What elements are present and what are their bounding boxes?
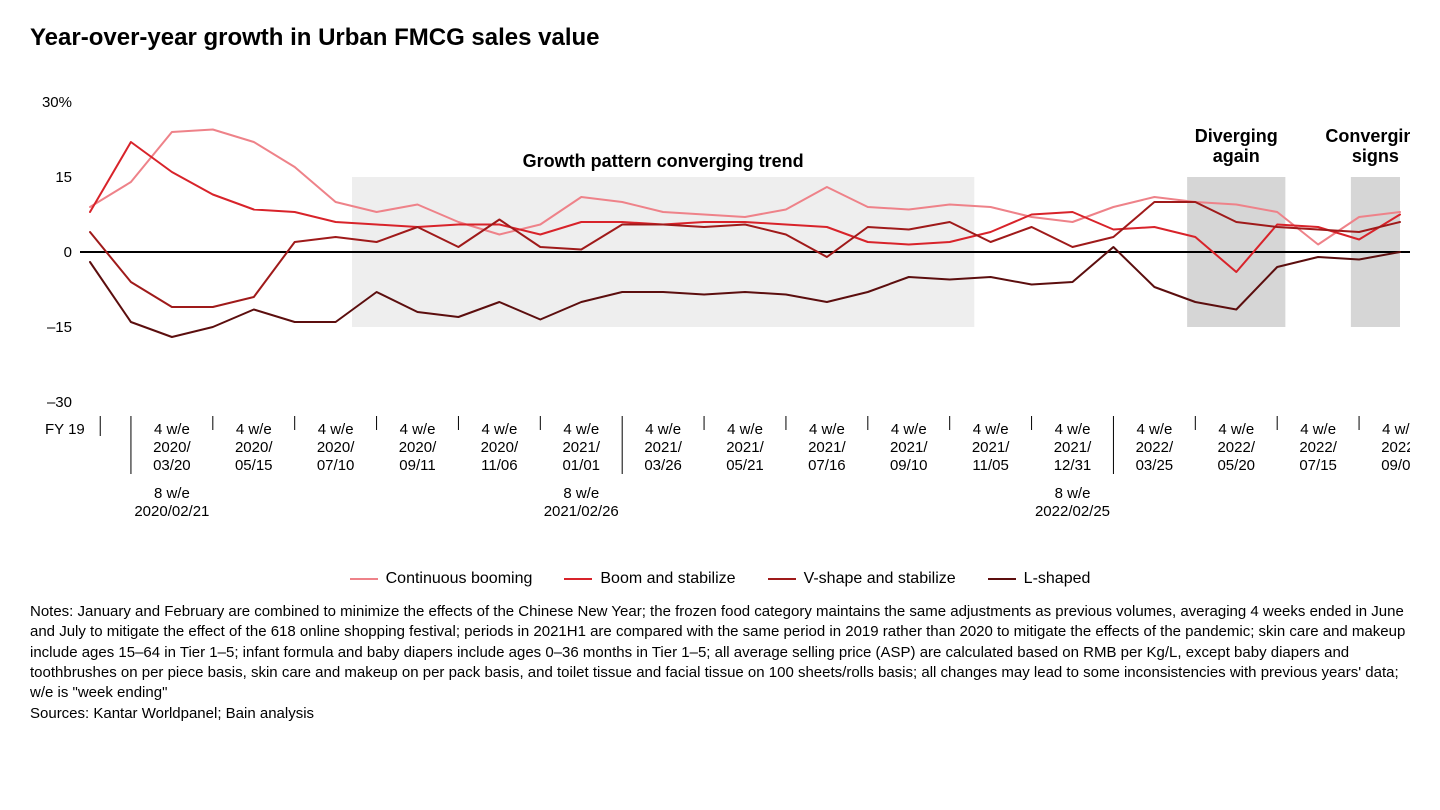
x-tick-label: 2021/ xyxy=(1054,439,1092,456)
x-tick-label: 05/20 xyxy=(1217,457,1255,474)
legend-item: Boom and stabilize xyxy=(564,570,735,588)
chart-sources: Sources: Kantar Worldpanel; Bain analysi… xyxy=(30,705,1410,722)
x-tick-label: 4 w/e xyxy=(891,421,927,438)
legend-swatch xyxy=(768,578,796,580)
legend-label: Continuous booming xyxy=(386,570,533,588)
x-tick-label: 11/06 xyxy=(481,457,517,474)
x-tick-label: 11/05 xyxy=(972,457,1008,474)
line-chart: 30%150–15–30FY 194 w/e2020/03/204 w/e202… xyxy=(30,62,1410,562)
x-tick-label: 03/26 xyxy=(644,457,682,474)
y-tick-label: –15 xyxy=(47,319,72,336)
x-tick-label: 2021/ xyxy=(726,439,764,456)
x-tick-label: 4 w/e xyxy=(563,421,599,438)
x-bottom-label: 8 w/e xyxy=(154,485,190,502)
x-tick-label: 2022/ xyxy=(1136,439,1174,456)
x-tick-label: 07/15 xyxy=(1299,457,1337,474)
x-tick-label: 09/10 xyxy=(890,457,928,474)
chart-annotation: Converging xyxy=(1325,126,1410,146)
x-tick-label: 4 w/e xyxy=(727,421,763,438)
x-tick-label: 4 w/e xyxy=(481,421,517,438)
x-tick-label: 07/16 xyxy=(808,457,846,474)
x-tick-label: 4 w/e xyxy=(645,421,681,438)
y-tick-label: 15 xyxy=(55,169,72,186)
x-first-label: FY 19 xyxy=(45,421,85,438)
x-tick-label: 2020/ xyxy=(235,439,273,456)
legend-item: L-shaped xyxy=(988,570,1091,588)
x-tick-label: 2020/ xyxy=(153,439,191,456)
x-tick-label: 4 w/e xyxy=(809,421,845,438)
x-tick-label: 4 w/e xyxy=(1055,421,1091,438)
legend-swatch xyxy=(988,578,1016,580)
x-bottom-label: 2022/02/25 xyxy=(1035,503,1110,520)
x-tick-label: 07/10 xyxy=(317,457,355,474)
y-tick-label: 30% xyxy=(42,94,72,111)
x-tick-label: 2022/ xyxy=(1299,439,1337,456)
x-tick-label: 4 w/e xyxy=(400,421,436,438)
x-tick-label: 4 w/e xyxy=(1300,421,1336,438)
chart-annotation: Growth pattern converging trend xyxy=(523,151,804,171)
x-tick-label: 4 w/e xyxy=(154,421,190,438)
x-tick-label: 09/11 xyxy=(399,457,435,474)
chart-legend: Continuous booming Boom and stabilize V-sh… xyxy=(30,570,1410,588)
x-tick-label: 2022/ xyxy=(1217,439,1255,456)
x-tick-label: 2021/ xyxy=(808,439,846,456)
legend-label: L-shaped xyxy=(1024,570,1091,588)
legend-swatch xyxy=(350,578,378,580)
x-tick-label: 4 w/e xyxy=(1218,421,1254,438)
legend-label: Boom and stabilize xyxy=(600,570,735,588)
x-tick-label: 2020/ xyxy=(317,439,355,456)
x-tick-label: 09/09 xyxy=(1381,457,1410,474)
chart-annotation: again xyxy=(1213,146,1260,166)
x-tick-label: 2021/ xyxy=(972,439,1010,456)
legend-label: V-shape and stabilize xyxy=(804,570,956,588)
legend-item: Continuous booming xyxy=(350,570,533,588)
x-tick-label: 4 w/e xyxy=(973,421,1009,438)
x-tick-label: 2021/ xyxy=(644,439,682,456)
chart-notes: Notes: January and February are combined… xyxy=(30,602,1410,703)
x-tick-label: 2020/ xyxy=(399,439,437,456)
x-tick-label: 01/01 xyxy=(562,457,600,474)
x-tick-label: 05/15 xyxy=(235,457,273,474)
x-tick-label: 2021/ xyxy=(562,439,600,456)
x-tick-label: 2021/ xyxy=(890,439,928,456)
chart-annotation: signs xyxy=(1352,146,1399,166)
chart-annotation: Diverging xyxy=(1195,126,1278,146)
y-tick-label: –30 xyxy=(47,394,72,411)
x-tick-label: 03/20 xyxy=(153,457,191,474)
chart-title: Year-over-year growth in Urban FMCG sale… xyxy=(30,24,1410,52)
x-tick-label: 05/21 xyxy=(726,457,764,474)
x-tick-label: 4 w/e xyxy=(318,421,354,438)
x-bottom-label: 8 w/e xyxy=(1055,485,1091,502)
x-tick-label: 2022/ xyxy=(1381,439,1410,456)
x-tick-label: 4 w/e xyxy=(236,421,272,438)
y-tick-label: 0 xyxy=(64,244,72,261)
x-bottom-label: 2021/02/26 xyxy=(544,503,619,520)
x-bottom-label: 2020/02/21 xyxy=(134,503,209,520)
x-tick-label: 03/25 xyxy=(1136,457,1174,474)
x-bottom-label: 8 w/e xyxy=(563,485,599,502)
x-tick-label: 2020/ xyxy=(481,439,519,456)
x-tick-label: 4 w/e xyxy=(1382,421,1410,438)
x-tick-label: 4 w/e xyxy=(1136,421,1172,438)
legend-swatch xyxy=(564,578,592,580)
x-tick-label: 12/31 xyxy=(1054,457,1092,474)
legend-item: V-shape and stabilize xyxy=(768,570,956,588)
